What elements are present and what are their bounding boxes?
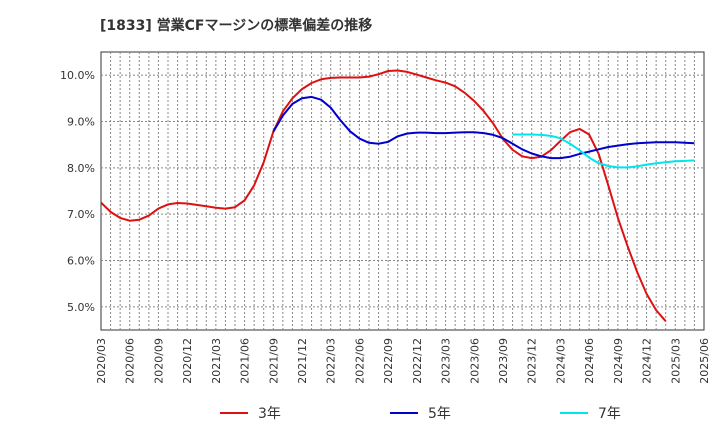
x-tick-label: 2025/03 — [669, 338, 682, 384]
y-tick-label: 10.0% — [60, 69, 95, 82]
x-tick-label: 2023/06 — [468, 338, 481, 384]
x-tick-label: 2021/03 — [210, 338, 223, 384]
series-line-5年 — [272, 95, 695, 160]
legend-label: 3年 — [258, 406, 281, 422]
y-tick-label: 5.0% — [67, 301, 95, 314]
x-tick-label: 2022/12 — [411, 338, 424, 384]
x-tick-label: 2022/09 — [382, 338, 395, 384]
x-tick-label: 2020/09 — [152, 338, 165, 384]
legend-item: 3年 — [220, 406, 281, 422]
x-tick-label: 2020/06 — [124, 338, 137, 384]
x-tick-label: 2023/12 — [526, 338, 539, 384]
x-tick-label: 2021/09 — [267, 338, 280, 384]
legend-label: 5年 — [428, 406, 451, 422]
grid — [101, 52, 704, 330]
x-tick-label: 2025/06 — [698, 338, 711, 384]
x-tick-label: 2022/06 — [353, 338, 366, 384]
x-tick-label: 2024/12 — [641, 338, 654, 384]
legend-item: 7年 — [560, 406, 621, 422]
chart-title: [1833] 営業CFマージンの標準偏差の推移 — [100, 17, 372, 34]
legend-item: 5年 — [390, 406, 451, 422]
plot-area — [100, 51, 705, 331]
x-tick-label: 2020/12 — [181, 338, 194, 384]
y-tick-label: 7.0% — [67, 208, 95, 221]
y-tick-label: 8.0% — [67, 162, 95, 175]
x-tick-label: 2022/03 — [325, 338, 338, 384]
x-axis: 2020/03 2020/06 2020/09 2020/12 2021/03 2021/… — [95, 338, 711, 384]
series-line-7年 — [512, 133, 695, 169]
x-tick-label: 2024/09 — [612, 338, 625, 384]
series-layer — [100, 69, 695, 322]
x-tick-label: 2020/03 — [95, 338, 108, 384]
y-tick-label: 9.0% — [67, 116, 95, 129]
x-tick-label: 2024/06 — [583, 338, 596, 384]
x-tick-label: 2021/06 — [239, 338, 252, 384]
x-tick-label: 2021/12 — [296, 338, 309, 384]
legend-label: 7年 — [598, 406, 621, 422]
x-tick-label: 2023/03 — [440, 338, 453, 384]
x-tick-label: 2023/09 — [497, 338, 510, 384]
legend: 3年5年7年10年 — [220, 406, 621, 422]
x-tick-label: 2024/03 — [554, 338, 567, 384]
series-line-3年 — [100, 69, 667, 322]
y-tick-label: 6.0% — [67, 255, 95, 268]
y-axis: 5.0% 6.0% 7.0% 8.0% 9.0% 10.0% — [60, 69, 95, 314]
